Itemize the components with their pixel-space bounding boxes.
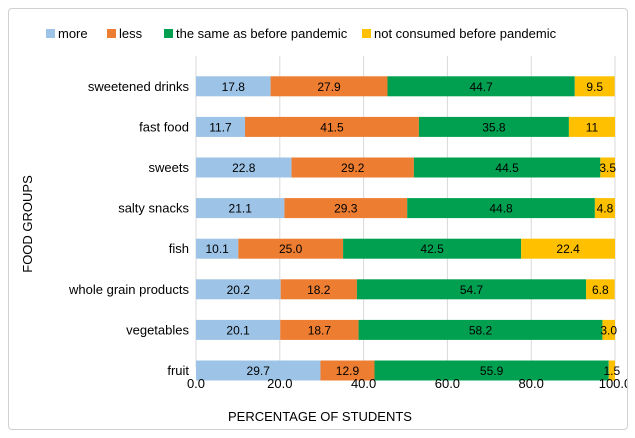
bar-sweetened-drinks-less xyxy=(270,76,388,97)
stacked-bar-chart: more less the same as before pandemic not c… xyxy=(20,26,627,424)
data-label-sweetened-drinks-not-consumed-before-pandemic: 9.5 xyxy=(586,80,603,94)
bar-fruit-the-same-as-before-pandemic xyxy=(374,360,609,381)
category-label-salty-snacks: salty snacks xyxy=(118,201,189,216)
data-label-fish-less: 25.0 xyxy=(279,242,303,256)
x-tick-label: 60.0 xyxy=(435,376,460,391)
data-label-fish-not-consumed-before-pandemic: 22.4 xyxy=(556,242,580,256)
data-label-whole-grain-products-more: 20.2 xyxy=(227,283,251,297)
category-label-whole-grain-products: whole grain products xyxy=(68,282,189,297)
bar-sweetened-drinks-more xyxy=(196,76,271,97)
category-label-sweetened-drinks: sweetened drinks xyxy=(88,79,190,94)
bar-vegetables-more xyxy=(196,319,281,340)
data-label-salty-snacks-not-consumed-before-pandemic: 4.8 xyxy=(597,202,614,216)
data-label-sweetened-drinks-less: 27.9 xyxy=(317,80,341,94)
bar-fast-food-more xyxy=(196,116,246,137)
data-label-fruit-the-same-as-before-pandemic: 55.9 xyxy=(480,364,504,378)
category-labels: sweetened drinks fast food sweets salty sna… xyxy=(68,79,189,378)
legend-label-more: more xyxy=(58,26,88,41)
bar-fast-food-the-same-as-before-pandemic xyxy=(418,116,569,137)
category-label-fast-food: fast food xyxy=(139,119,189,134)
data-label-fast-food-the-same-as-before-pandemic: 35.8 xyxy=(482,120,506,134)
data-label-fast-food-more: 11.7 xyxy=(209,120,232,134)
bar-sweets-more xyxy=(196,157,292,178)
data-label-vegetables-more: 20.1 xyxy=(226,323,250,337)
bars: 17.8 27.9 44.7 9.5 11.7 41.5 35.8 11 22.8 29.2 44.… xyxy=(196,76,621,381)
data-label-sweetened-drinks-more: 17.8 xyxy=(222,80,246,94)
bar-vegetables-less xyxy=(280,319,359,340)
data-label-fruit-more: 29.7 xyxy=(247,364,271,378)
legend-swatch-more xyxy=(46,29,55,38)
bar-fish-the-same-as-before-pandemic xyxy=(343,238,522,259)
legend-label-less: less xyxy=(119,26,143,41)
data-label-fruit-less: 12.9 xyxy=(336,364,360,378)
legend-label-the-same-as-before-pandemic: the same as before pandemic xyxy=(176,26,348,41)
bar-fruit-more xyxy=(196,360,321,381)
data-label-fish-the-same-as-before-pandemic: 42.5 xyxy=(420,242,444,256)
bar-sweets-not-consumed-before-pandemic xyxy=(600,157,615,178)
data-label-sweets-not-consumed-before-pandemic: 3.5 xyxy=(599,161,616,175)
data-label-whole-grain-products-less: 18.2 xyxy=(307,283,331,297)
x-tick-labels: 0.0 20.0 40.0 60.0 80.0 100.0 xyxy=(187,376,627,391)
legend-swatch-not-consumed-before-pandemic xyxy=(362,29,371,38)
bar-sweetened-drinks-the-same-as-before-pandemic xyxy=(387,76,575,97)
bar-fruit-less xyxy=(320,360,375,381)
legend-swatch-less xyxy=(107,29,116,38)
data-label-salty-snacks-less: 29.3 xyxy=(334,202,358,216)
bar-vegetables-the-same-as-before-pandemic xyxy=(358,319,603,340)
bar-sweets-less xyxy=(291,157,414,178)
data-label-whole-grain-products-not-consumed-before-pandemic: 6.8 xyxy=(592,283,609,297)
data-label-vegetables-not-consumed-before-pandemic: 3.0 xyxy=(600,323,617,337)
bar-whole-grain-products-the-same-as-before-pandemic xyxy=(356,279,587,300)
bar-whole-grain-products-not-consumed-before-pandemic xyxy=(586,279,615,300)
bar-fast-food-not-consumed-before-pandemic xyxy=(568,116,615,137)
data-label-salty-snacks-the-same-as-before-pandemic: 44.8 xyxy=(489,202,513,216)
data-label-sweetened-drinks-the-same-as-before-pandemic: 44.7 xyxy=(469,80,493,94)
category-label-sweets: sweets xyxy=(149,160,190,175)
bar-salty-snacks-less xyxy=(284,198,408,219)
chart-frame: more less the same as before pandemic not c… xyxy=(8,8,628,430)
data-label-sweets-the-same-as-before-pandemic: 44.5 xyxy=(495,161,519,175)
data-label-fast-food-not-consumed-before-pandemic: 11 xyxy=(586,120,599,134)
data-label-vegetables-the-same-as-before-pandemic: 58.2 xyxy=(469,323,493,337)
legend-label-not-consumed-before-pandemic: not consumed before pandemic xyxy=(374,26,557,41)
bar-fast-food-less xyxy=(245,116,419,137)
bar-fish-not-consumed-before-pandemic xyxy=(521,238,615,259)
category-label-vegetables: vegetables xyxy=(126,322,189,337)
bar-sweets-the-same-as-before-pandemic xyxy=(413,157,601,178)
legend-swatch-the-same-as-before-pandemic xyxy=(164,29,173,38)
bar-salty-snacks-more xyxy=(196,198,285,219)
category-label-fish: fish xyxy=(169,241,189,256)
y-axis-title: FOOD GROUPS xyxy=(20,175,35,273)
data-label-sweets-more: 22.8 xyxy=(232,161,256,175)
data-label-whole-grain-products-the-same-as-before-pandemic: 54.7 xyxy=(460,283,484,297)
x-axis-title: PERCENTAGE OF STUDENTS xyxy=(228,409,412,424)
data-label-fruit-not-consumed-before-pandemic: 1.5 xyxy=(604,364,621,378)
bar-fish-more xyxy=(196,238,239,259)
data-label-vegetables-less: 18.7 xyxy=(308,323,332,337)
x-tick-label: 0.0 xyxy=(187,376,205,391)
data-label-salty-snacks-more: 21.1 xyxy=(229,202,253,216)
x-tick-label: 20.0 xyxy=(267,376,292,391)
bar-whole-grain-products-less xyxy=(280,279,357,300)
x-tick-label: 100.0 xyxy=(599,376,627,391)
data-label-sweets-less: 29.2 xyxy=(341,161,365,175)
x-tick-label: 40.0 xyxy=(351,376,376,391)
bar-fish-less xyxy=(238,238,344,259)
bar-fruit-not-consumed-before-pandemic xyxy=(608,360,615,381)
data-label-fish-more: 10.1 xyxy=(205,242,229,256)
category-label-fruit: fruit xyxy=(167,363,189,378)
bar-whole-grain-products-more xyxy=(196,279,281,300)
data-label-fast-food-less: 41.5 xyxy=(320,120,344,134)
bar-salty-snacks-not-consumed-before-pandemic xyxy=(594,198,615,219)
bar-vegetables-not-consumed-before-pandemic xyxy=(602,319,615,340)
legend: more less the same as before pandemic not c… xyxy=(46,26,557,41)
bar-salty-snacks-the-same-as-before-pandemic xyxy=(407,198,595,219)
x-tick-label: 80.0 xyxy=(519,376,544,391)
bar-sweetened-drinks-not-consumed-before-pandemic xyxy=(574,76,615,97)
